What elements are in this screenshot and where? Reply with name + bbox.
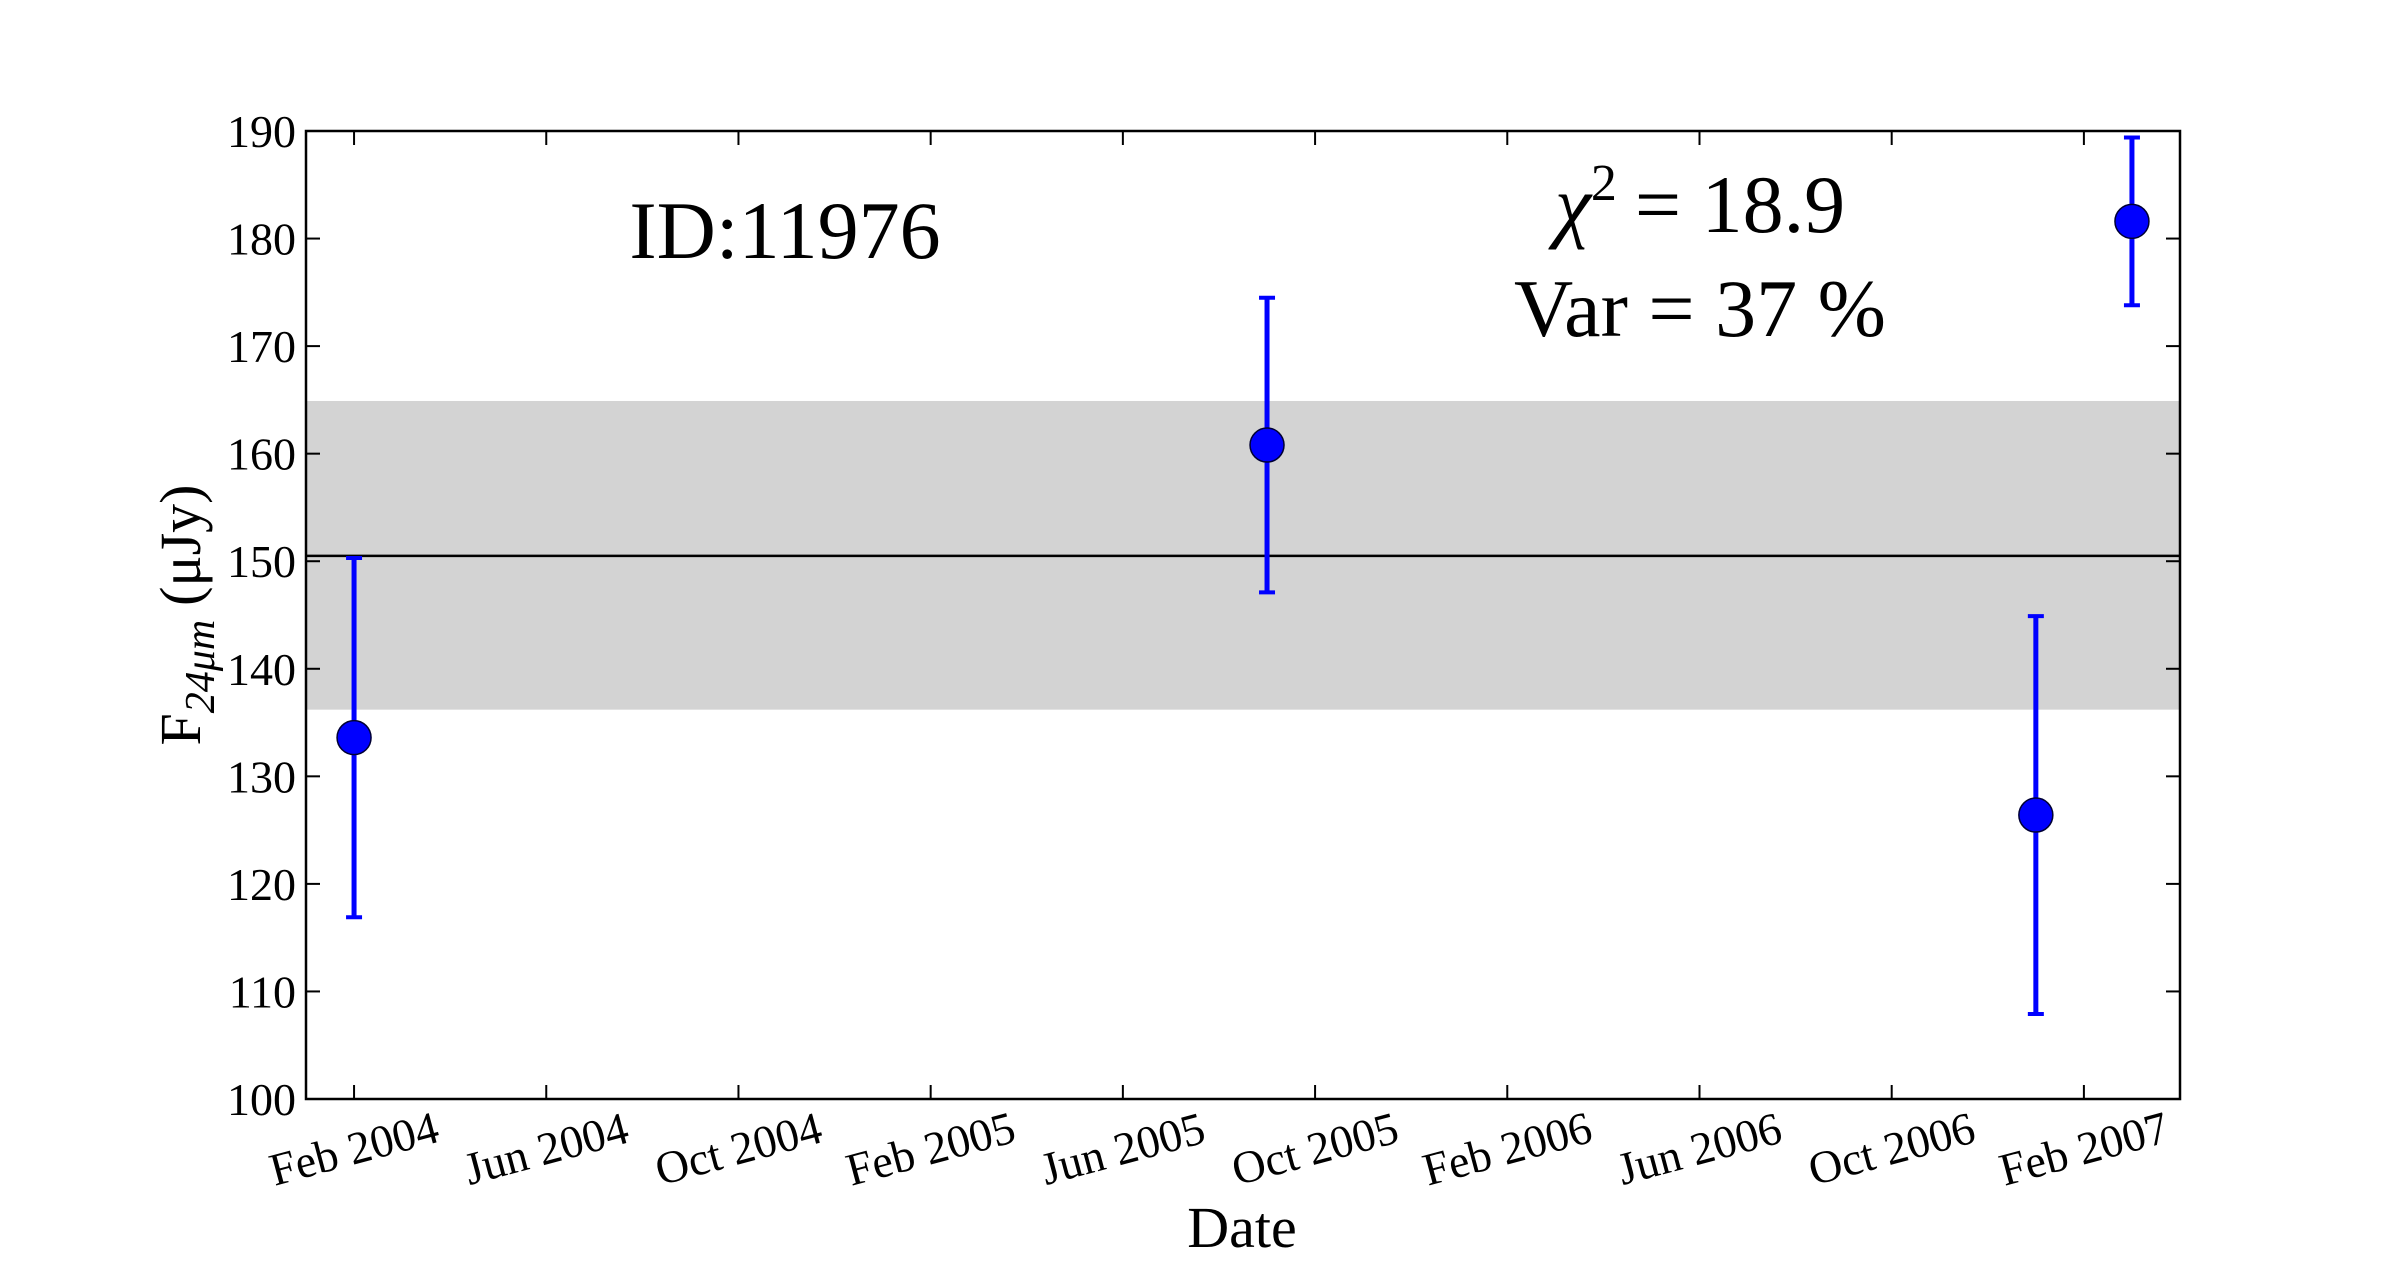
x-tick-label: Oct 2004	[650, 1102, 827, 1195]
y-tick-label: 110	[229, 966, 296, 1017]
y-tick-label: 190	[227, 106, 296, 157]
y-tick-label: 100	[227, 1074, 296, 1125]
x-tick-label: Feb 2006	[1417, 1102, 1597, 1196]
y-tick-label: 170	[227, 321, 296, 372]
x-tick-label: Jun 2004	[459, 1102, 634, 1195]
y-tick-label: 120	[227, 859, 296, 910]
data-point	[1249, 427, 1285, 463]
y-axis-label: F24μm (μJy)	[148, 485, 224, 746]
y-tick-label: 140	[227, 644, 296, 695]
x-axis-label: Date	[1187, 1195, 1297, 1260]
y-label-sub: 24μm	[178, 620, 224, 713]
id-annotation: ID:11976	[629, 185, 940, 276]
x-tick-label: Oct 2006	[1803, 1102, 1980, 1195]
chi2-exponent: 2	[1591, 155, 1617, 212]
data-point	[2018, 797, 2054, 833]
y-tick-label: 150	[227, 536, 296, 587]
y-label-unit: (μJy)	[148, 485, 213, 606]
chi2-symbol: χ	[1548, 159, 1593, 250]
chi2-value: = 18.9	[1635, 159, 1845, 250]
var-annotation: Var = 37 %	[1514, 263, 1886, 354]
y-tick-label: 160	[227, 429, 296, 480]
x-tick-label: Feb 2005	[841, 1102, 1021, 1196]
chi2-annotation: χ2 = 18.9	[1548, 155, 1845, 250]
x-tick-label: Jun 2006	[1612, 1102, 1787, 1195]
x-tick-label: Jun 2005	[1035, 1102, 1210, 1195]
data-point	[336, 719, 372, 756]
y-tick-label: 130	[227, 751, 296, 802]
plot-frame	[304, 129, 2182, 1101]
y-tick-label: 180	[227, 214, 296, 265]
x-tick-label: Feb 2007	[1994, 1102, 2174, 1196]
y-label-main: F	[148, 713, 213, 745]
data-point	[2114, 203, 2150, 240]
x-tick-label: Oct 2005	[1226, 1102, 1403, 1195]
